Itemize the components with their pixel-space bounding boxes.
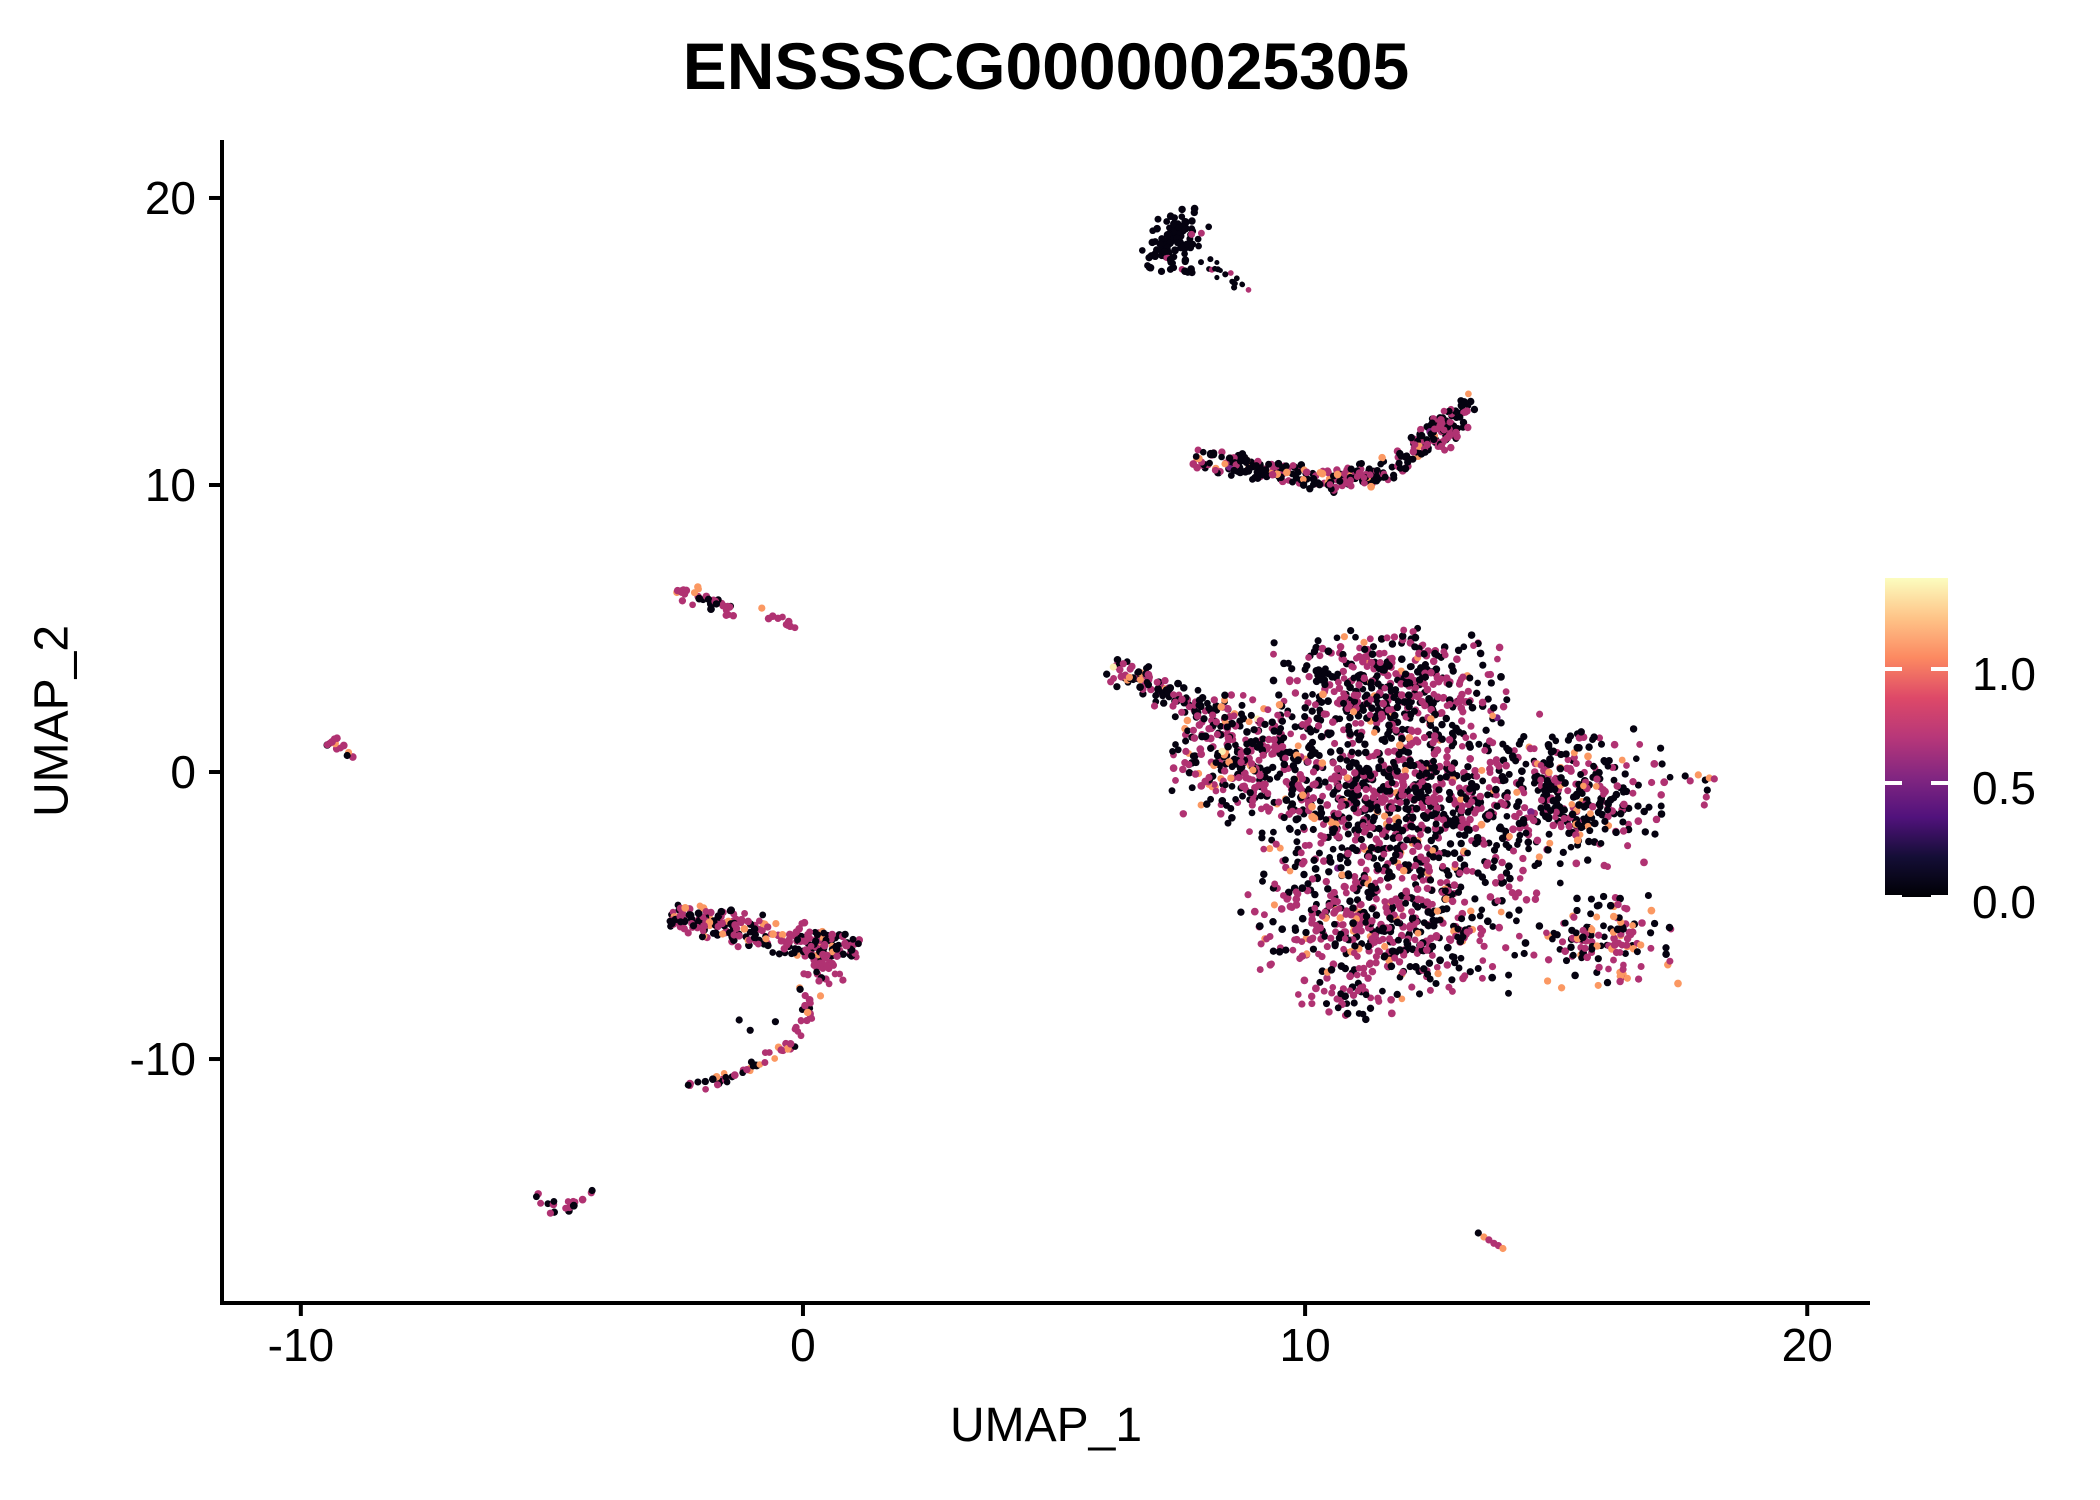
cluster-right-small bbox=[1681, 771, 1718, 809]
x-tick-label: 0 bbox=[790, 1319, 816, 1371]
x-axis-title: UMAP_1 bbox=[949, 1399, 1143, 1452]
y-tick-label: 10 bbox=[145, 459, 196, 511]
y-axis-title: UMAP_2 bbox=[25, 624, 79, 818]
axes bbox=[220, 140, 1870, 1305]
cluster-main-blob bbox=[1103, 624, 1682, 1024]
x-tick-label: -10 bbox=[268, 1319, 334, 1371]
x-tick-label: 10 bbox=[1280, 1319, 1331, 1371]
tick-labels: -10 0 10 20 -10 0 10 20 bbox=[130, 172, 1833, 1371]
cluster-left-small bbox=[673, 583, 799, 632]
axis-lines bbox=[220, 140, 1870, 1305]
y-tick-label: -10 bbox=[130, 1033, 196, 1085]
x-tick-label: 20 bbox=[1782, 1319, 1833, 1371]
cluster-comet-top bbox=[1138, 204, 1252, 293]
scatter-points bbox=[323, 204, 1718, 1253]
tick-marks bbox=[209, 195, 1810, 1316]
cluster-crescent bbox=[1189, 390, 1479, 497]
cluster-bottom-right-streak bbox=[1474, 1229, 1507, 1253]
y-tick-label: 20 bbox=[145, 172, 196, 224]
cluster-v-small bbox=[532, 1186, 596, 1217]
cluster-hook bbox=[666, 901, 864, 1093]
cluster-far-left-tiny bbox=[323, 734, 357, 761]
y-tick-label: 0 bbox=[170, 746, 196, 798]
plot-title: ENSSSCG00000025305 bbox=[682, 29, 1410, 103]
